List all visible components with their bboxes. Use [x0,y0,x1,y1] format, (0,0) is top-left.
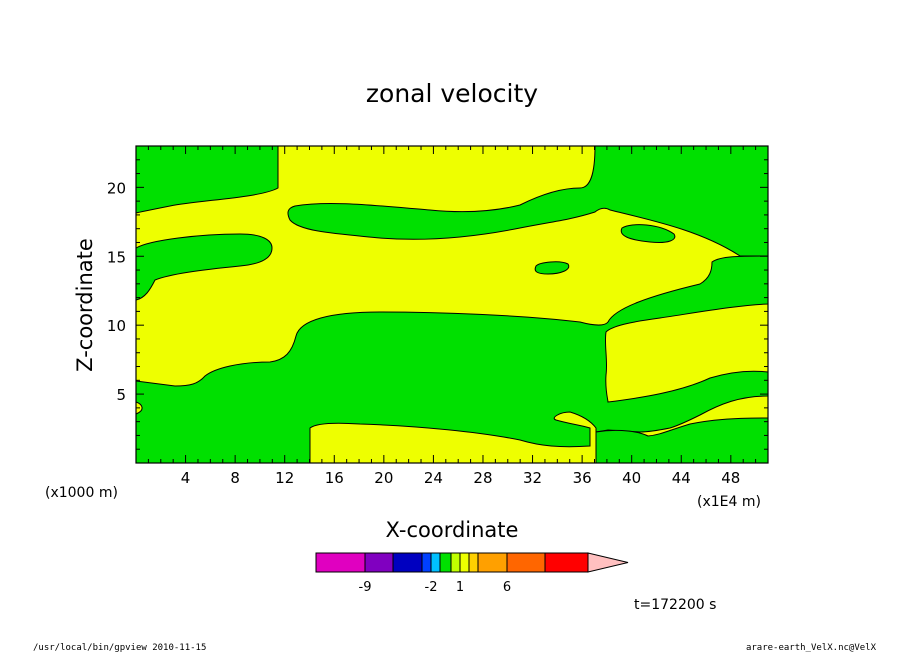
x-tick-label: 36 [573,469,592,487]
colorbar-swatch [468,552,479,573]
y-axis-label: Z-coordinate [73,238,97,372]
colorbar-tick-label: 1 [456,580,464,595]
x-tick-label: 32 [523,469,542,487]
colorbar-swatch [364,552,394,573]
green-region-left-middle [135,233,273,301]
y-scale-label: (x1000 m) [45,485,118,501]
colorbar-swatch [315,552,366,573]
x-scale-label: (x1E4 m) [697,494,761,510]
x-tick-label: 8 [230,469,240,487]
x-tick-label: 12 [275,469,294,487]
colorbar-tick-label: -9 [359,580,372,595]
y-tick-label: 20 [107,179,126,197]
plot-area [135,145,769,464]
colorbar-tick-label: 6 [503,580,511,595]
x-tick-label: 28 [473,469,492,487]
green-region-lower-right [595,417,769,464]
colorbar-swatch [392,552,423,573]
time-label: t=172200 s [634,597,716,613]
colorbar-swatch [506,552,546,573]
colorbar-swatch [459,552,470,573]
x-tick-label: 4 [181,469,191,487]
green-region-main-body [135,255,769,464]
y-tick-label: 15 [107,248,126,266]
colorbar-swatch [544,552,589,573]
y-tick-label: 5 [116,386,126,404]
axis-ticks [136,146,768,463]
green-region-tiny-blob [534,261,570,275]
colorbar-swatch [450,552,461,573]
colorbar-extend-arrow [587,552,629,573]
x-axis-label: X-coordinate [386,518,519,542]
x-tick-labels: 4 8 12 16 20 24 28 32 36 40 44 48 [181,469,741,487]
x-tick-label: 16 [325,469,344,487]
x-tick-label: 40 [622,469,641,487]
colorbar [315,552,629,573]
x-tick-label: 44 [672,469,691,487]
footer-right-text: arare-earth_VelX.nc@VelX [745,643,876,653]
y-tick-label: 10 [107,317,126,335]
x-tick-label: 48 [721,469,740,487]
x-tick-label: 20 [374,469,393,487]
footer-left-text: /usr/local/bin/gpview 2010-11-15 [33,643,207,653]
green-region-top-left [135,145,279,214]
colorbar-swatch [430,552,441,573]
x-tick-label: 24 [424,469,443,487]
colorbar-swatch [439,552,452,573]
colorbar-swatch [477,552,508,573]
colorbar-swatch [421,552,432,573]
plot-frame [135,145,769,464]
green-region-upper-band [287,145,769,257]
green-region-small-blob [620,224,676,243]
colorbar-tick-label: -2 [425,580,438,595]
colorbar-labels: -9 -2 1 6 [359,580,512,595]
chart-title: zonal velocity [366,79,538,108]
y-tick-labels: 5 10 15 20 [107,179,126,404]
